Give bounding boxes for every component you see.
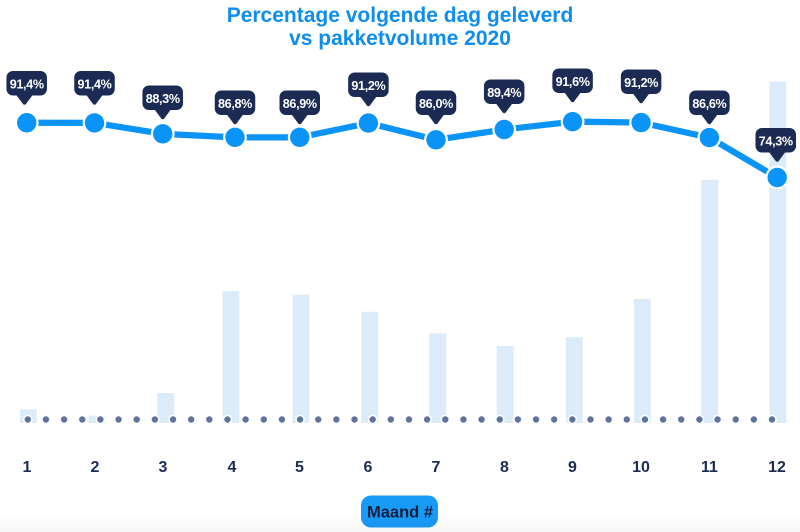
svg-text:74,3%: 74,3% (759, 135, 793, 149)
svg-text:7: 7 (432, 459, 441, 476)
svg-text:88,3%: 88,3% (146, 92, 180, 106)
svg-text:91,2%: 91,2% (624, 76, 658, 90)
svg-text:3: 3 (159, 459, 168, 476)
svg-text:vs pakketvolume 2020: vs pakketvolume 2020 (289, 27, 511, 50)
svg-text:91,2%: 91,2% (351, 79, 385, 93)
svg-text:86,0%: 86,0% (419, 97, 453, 111)
svg-text:6: 6 (364, 459, 373, 476)
svg-text:91,6%: 91,6% (556, 75, 590, 89)
svg-text:12: 12 (768, 459, 786, 476)
svg-text:9: 9 (568, 459, 577, 476)
svg-text:Percentage volgende dag geleve: Percentage volgende dag geleverd (227, 4, 574, 27)
svg-text:86,6%: 86,6% (692, 97, 726, 111)
svg-text:11: 11 (701, 459, 718, 476)
svg-text:4: 4 (228, 459, 237, 476)
svg-text:8: 8 (500, 459, 509, 476)
svg-text:2: 2 (91, 459, 100, 476)
svg-text:10: 10 (632, 459, 650, 476)
svg-text:86,8%: 86,8% (218, 97, 252, 111)
svg-text:89,4%: 89,4% (487, 86, 521, 100)
svg-text:1: 1 (23, 459, 32, 476)
svg-text:91,4%: 91,4% (78, 78, 112, 92)
svg-text:86,9%: 86,9% (283, 97, 317, 111)
svg-text:91,4%: 91,4% (10, 78, 44, 92)
svg-text:5: 5 (295, 459, 304, 476)
